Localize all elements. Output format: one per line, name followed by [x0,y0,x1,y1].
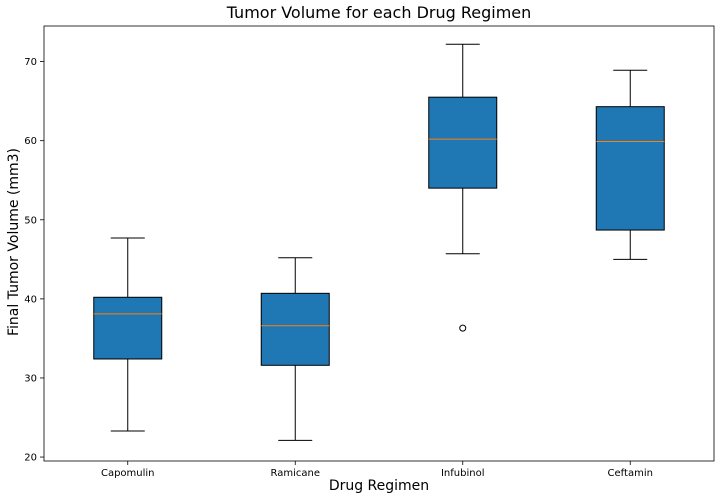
box-infubinol [428,96,498,189]
x-tick-label-infubinol: Infubinol [441,468,485,479]
y-tick-label-70: 70 [24,57,37,68]
box-ceftamin [595,106,665,231]
box-ramicane [260,292,330,366]
y-tick-label-40: 40 [24,294,37,305]
outlier-infubinol-0 [459,324,467,332]
y-tick-label-20: 20 [24,453,37,464]
plot-frame [43,25,715,462]
chart-title: Tumor Volume for each Drug Regimen [226,3,532,22]
box-capomulin [93,296,163,360]
x-tick-label-ramicane: Ramicane [271,468,321,479]
x-tick-label-capomulin: Capomulin [101,468,155,479]
y-tick-label-50: 50 [24,215,37,226]
x-axis-label: Drug Regimen [328,478,430,494]
y-tick-label-30: 30 [24,373,37,384]
x-tick-label-ceftamin: Ceftamin [608,468,653,479]
y-tick-label-60: 60 [24,136,37,147]
